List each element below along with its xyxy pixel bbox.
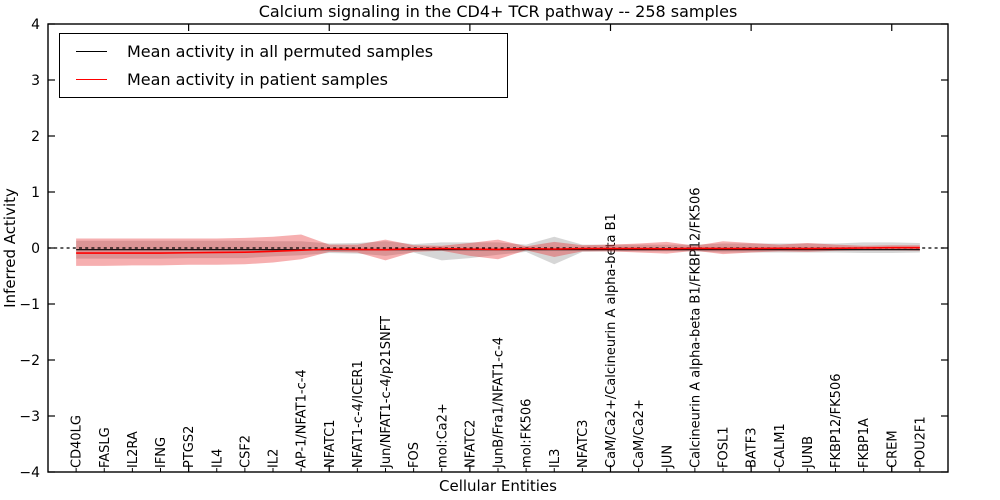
- x-tick-label: FOSL1: [717, 427, 732, 468]
- x-tick-label: FASLG: [98, 427, 113, 468]
- x-tick-label: FOS: [407, 442, 422, 468]
- x-tick-label: JunB/Fra1/NFAT1-c-4: [492, 337, 507, 469]
- y-tick-label: −3: [19, 409, 40, 425]
- x-tick-label: Calcineurin A alpha-beta B1/FKBP12/FK506: [688, 188, 703, 468]
- y-tick-label: 0: [31, 241, 40, 257]
- y-tick-label: 3: [31, 73, 40, 89]
- red-line-sample-icon: [76, 78, 107, 80]
- x-tick-label: mol:FK506: [520, 399, 535, 468]
- x-tick-label: IL3: [548, 449, 563, 468]
- y-axis-label: Inferred Activity: [1, 188, 19, 308]
- x-tick-label: AP-1/NFAT1-c-4: [295, 369, 310, 468]
- x-tick-label: IFNG: [154, 437, 169, 468]
- x-tick-label: CaM/Ca2+: [632, 399, 647, 468]
- chart-title: Calcium signaling in the CD4+ TCR pathwa…: [258, 2, 738, 21]
- black-line-sample-icon: [76, 51, 107, 53]
- y-tick-label: −2: [19, 353, 40, 369]
- legend-item-permuted: Mean activity in all permuted samples: [76, 42, 507, 61]
- y-tick-label: 1: [31, 185, 40, 201]
- legend: Mean activity in all permuted samples Me…: [59, 33, 508, 98]
- x-tick-label: FKBP1A: [857, 418, 872, 468]
- x-tick-label: IL4: [210, 449, 225, 468]
- x-tick-label: CD40LG: [70, 415, 85, 468]
- y-tick-label: 4: [31, 17, 40, 33]
- x-tick-label: IL2RA: [126, 431, 141, 468]
- x-tick-label: JUNB: [801, 436, 816, 469]
- x-tick-label: POU2F1: [913, 416, 928, 468]
- x-tick-label: BATF3: [745, 428, 760, 469]
- x-tick-label: NFATC3: [576, 420, 591, 468]
- x-tick-label: NFAT1-c-4/ICER1: [351, 360, 366, 468]
- x-tick-label: CaM/Ca2+/Calcineurin A alpha-beta B1: [604, 213, 619, 468]
- y-tick-label: −4: [19, 465, 40, 481]
- legend-label-permuted: Mean activity in all permuted samples: [127, 42, 434, 62]
- x-tick-label: Jun/NFAT1-c-4/p21SNFT: [379, 316, 394, 469]
- legend-label-patient: Mean activity in patient samples: [127, 69, 388, 89]
- legend-item-patient: Mean activity in patient samples: [76, 70, 507, 89]
- x-tick-label: NFATC1: [323, 420, 338, 468]
- x-tick-label: IL2: [267, 449, 282, 468]
- x-tick-label: FKBP12/FK506: [829, 374, 844, 469]
- x-tick-label: PTGS2: [182, 426, 197, 468]
- x-tick-label: JUN: [660, 445, 675, 469]
- patient-mean-line: [76, 246, 920, 254]
- x-axis-label: Cellular Entities: [439, 477, 557, 495]
- permuted-std-band: [76, 236, 920, 265]
- y-tick-label: 2: [31, 129, 40, 145]
- y-tick-label: −1: [19, 297, 40, 313]
- x-tick-label: NFATC2: [463, 420, 478, 468]
- x-tick-label: CALM1: [773, 423, 788, 468]
- x-tick-label: mol:Ca2+: [435, 403, 450, 468]
- x-tick-label: CREM: [885, 430, 900, 468]
- x-tick-label: CSF2: [238, 435, 253, 468]
